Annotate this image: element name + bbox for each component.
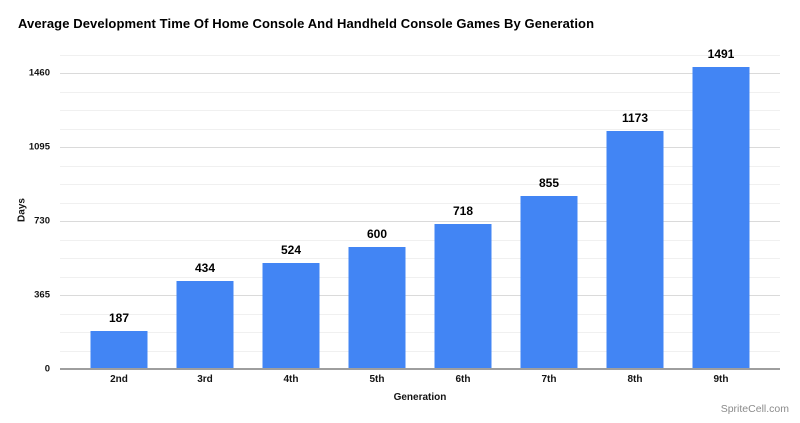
gridline-minor [60, 165, 780, 167]
bar-group-5th: 600 [334, 52, 420, 369]
bar-group-8th: 1173 [592, 52, 678, 369]
gridline-minor [60, 54, 780, 56]
x-axis-line [60, 368, 780, 370]
x-tick-label-8th: 8th [627, 374, 643, 385]
gridline-minor [60, 202, 780, 204]
gridline-minor [60, 313, 780, 315]
x-axis-ticks: 2nd 3rd 4th 5th 6th 7th 8th 9th [76, 374, 764, 385]
x-axis-title: Generation [393, 392, 447, 403]
bar-9th[interactable] [692, 67, 750, 369]
gridline-minor [60, 276, 780, 278]
y-tick-label: 1095 [28, 141, 50, 153]
watermark: SpriteCell.com [720, 403, 789, 415]
bar-5th[interactable] [348, 247, 406, 369]
y-tick-label: 1460 [28, 67, 50, 79]
gridline-major [60, 147, 780, 149]
bar-value-label: 600 [366, 227, 388, 242]
gridline-minor [60, 128, 780, 130]
bar-group-9th: 1491 [678, 47, 764, 369]
gridlines [60, 52, 780, 369]
bar-series: 187 434 524 600 718 855 1173 1491 [76, 47, 764, 369]
x-tick-label-9th: 9th [713, 374, 729, 385]
bar-value-label: 1491 [707, 47, 735, 61]
bar-3rd[interactable] [176, 281, 234, 369]
x-tick-label-5th: 5th [369, 374, 385, 385]
bar-value-label: 855 [538, 175, 560, 190]
bar-group-7th: 855 [506, 52, 592, 369]
y-axis: 0 365 730 1095 1460 [0, 52, 54, 375]
x-tick-label-3rd: 3rd [197, 374, 213, 385]
y-tick-label: 0 [44, 363, 50, 375]
bar-4th[interactable] [262, 262, 320, 369]
gridline-minor [60, 350, 780, 352]
gridline-minor [60, 184, 780, 186]
plot-area: 187 434 524 600 718 855 1173 1491 [60, 47, 780, 370]
bar-value-label: 434 [194, 261, 216, 276]
bar-value-label: 718 [452, 203, 474, 218]
gridline-minor [60, 332, 780, 334]
x-tick-label-4th: 4th [283, 374, 299, 385]
gridline-minor [60, 239, 780, 241]
x-tick-label-7th: 7th [541, 374, 557, 385]
gridline-minor [60, 110, 780, 112]
bar-value-label: 524 [280, 242, 302, 257]
x-tick-label-2nd: 2nd [110, 374, 128, 385]
bar-2nd[interactable] [90, 331, 148, 369]
gridline-major [60, 221, 780, 223]
gridline-major [60, 295, 780, 297]
bar-value-label: 1173 [621, 111, 649, 126]
chart-title: Average Development Time Of Home Console… [18, 16, 595, 31]
gridline-major [60, 73, 780, 75]
bar-value-label: 187 [108, 311, 130, 326]
bar-group-3rd: 434 [162, 52, 248, 369]
bar-6th[interactable] [434, 223, 492, 369]
y-tick-label: 365 [34, 289, 50, 301]
gridline-minor [60, 258, 780, 260]
gridline-minor [60, 91, 780, 93]
x-tick-label-6th: 6th [455, 374, 471, 385]
bar-group-4th: 524 [248, 52, 334, 369]
bar-group-6th: 718 [420, 52, 506, 369]
bar-7th[interactable] [520, 195, 578, 369]
bar-8th[interactable] [606, 131, 664, 369]
y-tick-label: 730 [34, 215, 50, 227]
bar-group-2nd: 187 [76, 52, 162, 369]
